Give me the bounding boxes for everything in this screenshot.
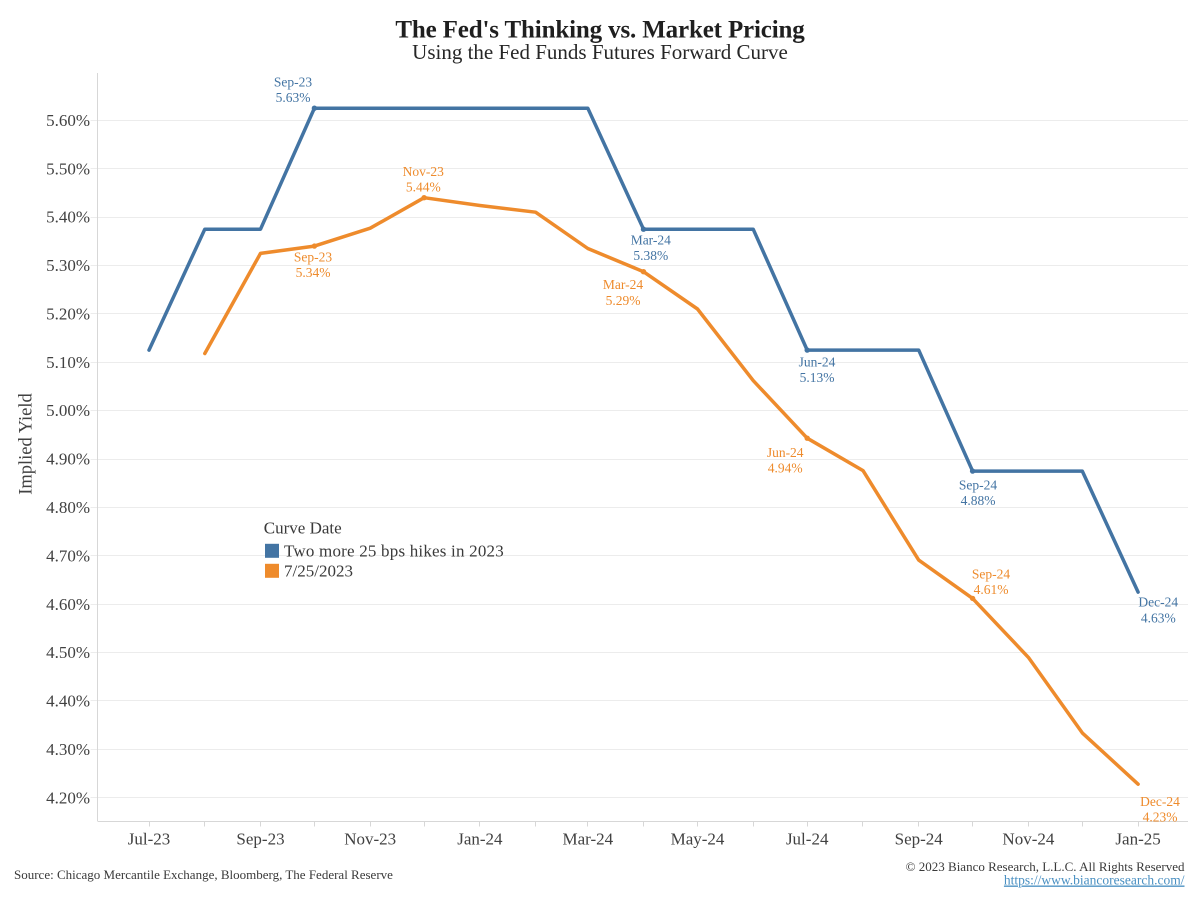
svg-text:Implied Yield: Implied Yield [17, 392, 37, 494]
svg-text:4.40%: 4.40% [46, 692, 90, 711]
svg-text:Mar-24: Mar-24 [603, 277, 643, 292]
svg-text:4.80%: 4.80% [46, 498, 90, 517]
svg-text:Jan-25: Jan-25 [1115, 830, 1160, 849]
svg-text:Nov-24: Nov-24 [1002, 830, 1054, 849]
svg-text:Jul-23: Jul-23 [128, 830, 171, 849]
svg-text:© 2023 Bianco Research, L.L.C.: © 2023 Bianco Research, L.L.C. All Right… [906, 859, 1185, 874]
svg-text:5.40%: 5.40% [46, 208, 90, 227]
svg-text:4.20%: 4.20% [46, 788, 90, 807]
svg-text:7/25/2023: 7/25/2023 [284, 561, 353, 580]
svg-text:4.94%: 4.94% [768, 461, 803, 476]
svg-text:4.70%: 4.70% [46, 546, 90, 565]
svg-text:Mar-24: Mar-24 [631, 233, 671, 248]
svg-text:Curve Date: Curve Date [264, 519, 342, 538]
svg-text:5.50%: 5.50% [46, 159, 90, 178]
svg-text:4.88%: 4.88% [961, 493, 996, 508]
svg-text:5.44%: 5.44% [406, 179, 441, 194]
svg-text:Two more 25 bps hikes in 2023: Two more 25 bps hikes in 2023 [284, 541, 504, 560]
svg-text:4.90%: 4.90% [46, 450, 90, 469]
svg-text:5.10%: 5.10% [46, 353, 90, 372]
svg-text:5.30%: 5.30% [46, 256, 90, 275]
svg-text:4.23%: 4.23% [1143, 810, 1178, 825]
svg-text:https://www.biancoresearch.com: https://www.biancoresearch.com/ [1004, 873, 1185, 888]
svg-text:The Fed's Thinking vs. Market: The Fed's Thinking vs. Market Pricing [395, 17, 805, 44]
svg-text:Nov-23: Nov-23 [403, 164, 444, 179]
svg-text:5.20%: 5.20% [46, 304, 90, 323]
svg-text:Jun-24: Jun-24 [767, 445, 804, 460]
svg-text:5.38%: 5.38% [633, 248, 668, 263]
svg-text:4.63%: 4.63% [1141, 610, 1176, 625]
svg-text:Mar-24: Mar-24 [562, 830, 613, 849]
svg-text:Jan-24: Jan-24 [457, 830, 503, 849]
svg-text:5.29%: 5.29% [606, 293, 641, 308]
svg-text:Dec-24: Dec-24 [1140, 794, 1180, 809]
svg-text:Source: Chicago Mercantile Exc: Source: Chicago Mercantile Exchange, Blo… [14, 867, 393, 882]
svg-text:5.63%: 5.63% [276, 90, 311, 105]
svg-text:5.00%: 5.00% [46, 401, 90, 420]
svg-text:5.13%: 5.13% [800, 370, 835, 385]
svg-text:5.60%: 5.60% [46, 111, 90, 130]
svg-text:Sep-24: Sep-24 [972, 567, 1010, 582]
svg-text:4.61%: 4.61% [974, 582, 1009, 597]
svg-text:Nov-23: Nov-23 [344, 830, 396, 849]
svg-text:Sep-23: Sep-23 [294, 250, 332, 265]
svg-text:Sep-24: Sep-24 [895, 830, 944, 849]
svg-text:Dec-24: Dec-24 [1138, 595, 1178, 610]
svg-text:Sep-23: Sep-23 [274, 74, 312, 89]
svg-text:Sep-24: Sep-24 [959, 477, 997, 492]
svg-text:4.60%: 4.60% [46, 595, 90, 614]
svg-text:Jul-24: Jul-24 [786, 830, 829, 849]
svg-text:Jun-24: Jun-24 [799, 355, 836, 370]
svg-text:4.50%: 4.50% [46, 643, 90, 662]
svg-text:4.30%: 4.30% [46, 740, 90, 759]
svg-text:May-24: May-24 [671, 830, 725, 849]
svg-text:5.34%: 5.34% [296, 265, 331, 280]
svg-text:Using the Fed Funds Futures Fo: Using the Fed Funds Futures Forward Curv… [412, 40, 788, 64]
svg-text:Sep-23: Sep-23 [236, 830, 284, 849]
